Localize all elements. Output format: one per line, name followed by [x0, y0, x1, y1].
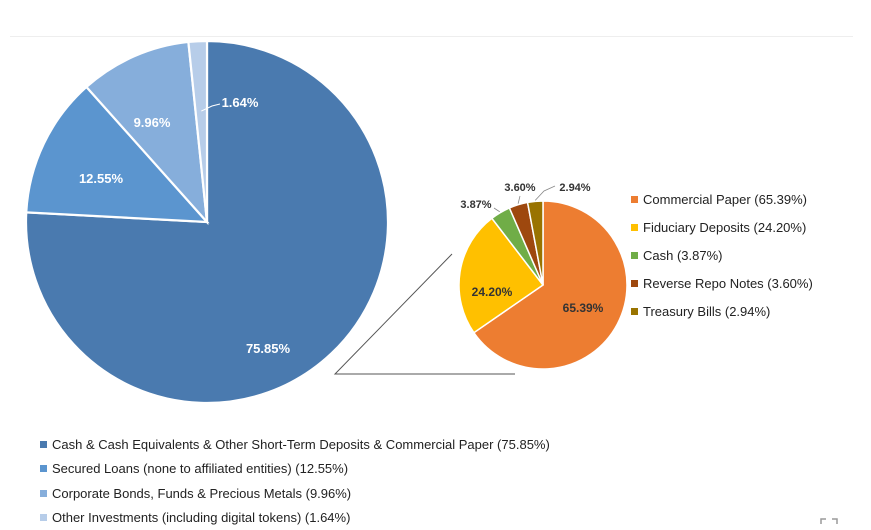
sub-legend-label: Cash (3.87%) [643, 248, 722, 263]
sub-pie-data-label: 2.94% [559, 182, 590, 194]
legend-label: Other Investments (including digital tok… [52, 510, 350, 525]
sub-legend-label: Commercial Paper (65.39%) [643, 192, 807, 207]
main-pie-data-label: 75.85% [246, 341, 291, 356]
main-legend-item: Corporate Bonds, Funds & Precious Metals… [40, 481, 550, 506]
legend-label: Cash & Cash Equivalents & Other Short-Te… [52, 437, 550, 452]
main-legend-item: Secured Loans (none to affiliated entiti… [40, 457, 550, 482]
main-legend-item: Cash & Cash Equivalents & Other Short-Te… [40, 432, 550, 457]
sub-pie-data-label: 65.39% [563, 301, 604, 315]
main-pie-chart: 75.85% 12.55% 9.96% 1.64% [26, 41, 388, 403]
main-pie-data-label: 1.64% [222, 95, 259, 110]
legend-swatch [40, 490, 47, 497]
sub-legend-swatch [631, 196, 638, 203]
sub-pie-leader-line [518, 196, 520, 204]
sub-legend-swatch [631, 224, 638, 231]
sub-legend-swatch [631, 252, 638, 259]
sub-legend-label: Treasury Bills (2.94%) [643, 304, 770, 319]
main-legend-item: Other Investments (including digital tok… [40, 506, 550, 530]
legend-label: Corporate Bonds, Funds & Precious Metals… [52, 486, 351, 501]
sub-pie-leader-line [494, 208, 500, 212]
legend-swatch [40, 441, 47, 448]
legend-swatch [40, 514, 47, 521]
sub-pie-chart: 65.39% 24.20% 3.87% 3.60% 2.94% Commercial Pa… [459, 182, 813, 369]
sub-legend-swatch [631, 280, 638, 287]
sub-pie-data-label: 3.60% [504, 182, 535, 194]
expand-icon[interactable] [820, 518, 838, 528]
main-legend: Cash & Cash Equivalents & Other Short-Te… [40, 432, 550, 530]
sub-pie-data-label: 24.20% [472, 285, 513, 299]
main-pie-data-label: 12.55% [79, 171, 124, 186]
sub-pie-leader-line [535, 186, 555, 200]
legend-label: Secured Loans (none to affiliated entiti… [52, 461, 348, 476]
legend-swatch [40, 465, 47, 472]
sub-legend-label: Reverse Repo Notes (3.60%) [643, 276, 813, 291]
sub-legend-label: Fiduciary Deposits (24.20%) [643, 220, 806, 235]
sub-pie-data-label: 3.87% [460, 199, 491, 211]
sub-legend-swatch [631, 308, 638, 315]
main-pie-data-label: 9.96% [134, 115, 171, 130]
